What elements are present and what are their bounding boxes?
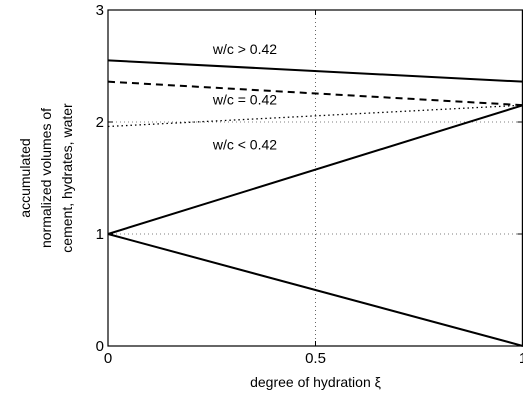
x-tick-label-1: 0.5	[305, 350, 326, 367]
y-axis-label-line-2: normalized volumes of	[38, 108, 54, 248]
y-tick-label-2: 2	[96, 114, 104, 131]
series-line-4-solid	[107, 104, 523, 235]
annotation-3: w/c < 0.42	[212, 136, 277, 152]
y-tick-label-1: 1	[96, 226, 104, 243]
series-line-1-solid	[107, 59, 523, 83]
series-line-5-solid	[107, 233, 523, 347]
grid-lines	[108, 10, 523, 346]
annotation-2: w/c = 0.42	[212, 92, 277, 108]
annotation-1: w/c > 0.42	[212, 41, 277, 57]
y-axis-label: accumulated normalized volumes of cement, …	[17, 103, 75, 253]
series-lines	[107, 59, 523, 347]
y-tick-label-0: 0	[96, 338, 104, 355]
y-axis-label-line-1: accumulated	[17, 138, 33, 217]
series-line-2-dashed	[107, 80, 523, 107]
y-tick-label-3: 3	[96, 2, 104, 19]
annotations: w/c > 0.42 w/c = 0.42 w/c < 0.42	[212, 41, 277, 152]
x-tick-label-0: 0	[104, 350, 112, 367]
y-axis-label-line-3: cement, hydrates, water	[59, 103, 75, 253]
x-tick-label-2: 1	[519, 350, 523, 367]
x-axis-label: degree of hydration ξ	[250, 374, 381, 390]
axis-ticks: 0 0.5 1 0 1 2 3	[96, 2, 523, 367]
series-line-3-dotted	[107, 104, 523, 128]
